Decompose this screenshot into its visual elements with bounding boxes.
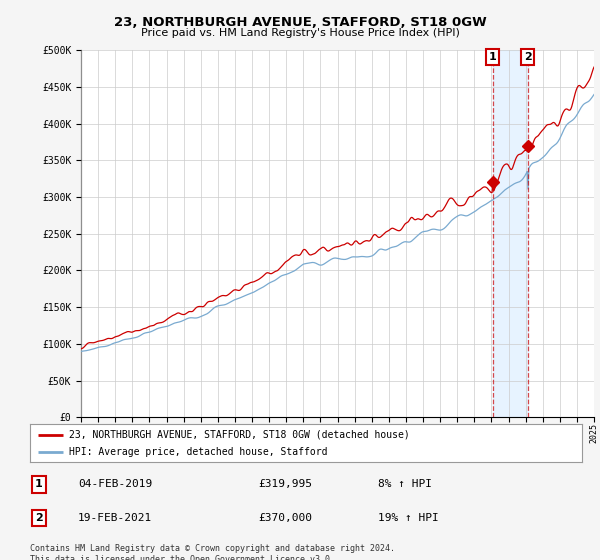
Bar [493, 50, 527, 417]
Text: 23, NORTHBURGH AVENUE, STAFFORD, ST18 0GW: 23, NORTHBURGH AVENUE, STAFFORD, ST18 0G… [113, 16, 487, 29]
Text: HPI: Average price, detached house, Stafford: HPI: Average price, detached house, Staf… [68, 447, 327, 458]
Text: 1: 1 [35, 479, 43, 489]
Text: £319,995: £319,995 [258, 479, 312, 489]
Text: 1: 1 [489, 52, 497, 62]
Text: 19-FEB-2021: 19-FEB-2021 [78, 513, 152, 523]
Text: 23, NORTHBURGH AVENUE, STAFFORD, ST18 0GW (detached house): 23, NORTHBURGH AVENUE, STAFFORD, ST18 0G… [68, 430, 409, 440]
Text: 2: 2 [35, 513, 43, 523]
Text: Price paid vs. HM Land Registry's House Price Index (HPI): Price paid vs. HM Land Registry's House … [140, 28, 460, 38]
Text: 8% ↑ HPI: 8% ↑ HPI [378, 479, 432, 489]
Text: 19% ↑ HPI: 19% ↑ HPI [378, 513, 439, 523]
Text: Contains HM Land Registry data © Crown copyright and database right 2024.
This d: Contains HM Land Registry data © Crown c… [30, 544, 395, 560]
Text: £370,000: £370,000 [258, 513, 312, 523]
Text: 04-FEB-2019: 04-FEB-2019 [78, 479, 152, 489]
Text: 2: 2 [524, 52, 532, 62]
